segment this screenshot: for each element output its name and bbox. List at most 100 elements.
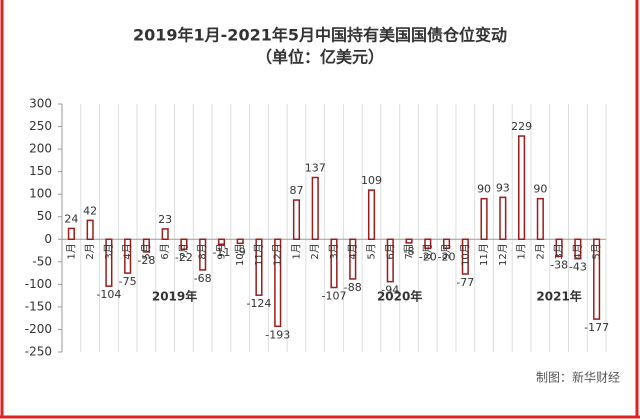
value-label: -88 (344, 281, 362, 294)
y-tick-label: -50 (32, 254, 52, 268)
bar (574, 238, 582, 260)
x-tick-label: 3月 (553, 243, 565, 259)
value-label: 229 (511, 120, 532, 133)
value-label: -28 (137, 254, 155, 267)
value-label: -94 (381, 284, 399, 297)
bar (311, 176, 319, 241)
bar (142, 238, 150, 253)
value-label: -8 (404, 245, 415, 258)
value-label: 90 (477, 183, 491, 196)
value-label: 109 (361, 174, 382, 187)
bar (461, 238, 469, 275)
x-tick-label: 5月 (366, 243, 378, 259)
x-tick-label: 4月 (122, 243, 134, 259)
y-tick-label: -100 (25, 277, 52, 291)
value-label: 42 (83, 204, 97, 217)
y-tick-label: 50 (37, 209, 52, 223)
y-tick-label: 200 (29, 142, 52, 156)
source: 制图：新华财经 (536, 370, 620, 385)
value-label: -124 (246, 297, 271, 310)
value-label: -77 (456, 276, 474, 289)
value-label: 137 (305, 161, 326, 174)
value-label: -43 (569, 261, 587, 274)
value-label: 90 (533, 183, 547, 196)
bar (161, 228, 169, 241)
bar (255, 238, 263, 296)
chart-subtitle: （单位：亿美元） (256, 48, 384, 67)
value-label: -22 (175, 251, 193, 264)
y-tick-label: 250 (29, 119, 52, 133)
value-label: -107 (322, 290, 347, 303)
x-tick-label: 12月 (497, 243, 509, 266)
y-tick-label: -150 (25, 299, 52, 313)
year-label: 2020年 (377, 289, 422, 304)
x-tick-label: 9月 (215, 243, 227, 259)
bar (555, 238, 563, 258)
bar (292, 199, 301, 241)
bar (124, 238, 132, 274)
bar (349, 238, 357, 280)
x-tick-label: 12月 (272, 243, 284, 266)
y-tick-label: 0 (44, 232, 52, 246)
x-tick-label: 4月 (347, 243, 359, 259)
bar (442, 238, 451, 250)
y-tick-label: -200 (25, 322, 52, 336)
x-tick-label: 1月 (516, 243, 528, 259)
bar (67, 227, 75, 241)
x-tick-label: 10月 (234, 243, 246, 266)
year-label: 2019年 (152, 289, 197, 304)
bar (518, 135, 526, 241)
y-tick-label: 150 (29, 164, 52, 178)
x-tick-label: 6月 (159, 243, 171, 259)
bar (236, 238, 244, 245)
value-label: -38 (550, 258, 568, 271)
value-label: -104 (96, 288, 121, 301)
x-tick-label: 11月 (478, 243, 490, 266)
value-label: -20 (419, 250, 437, 263)
value-label: 87 (289, 184, 303, 197)
bar (274, 238, 282, 328)
year-label: 2021年 (536, 289, 581, 304)
x-tick-label: 2月 (84, 243, 96, 259)
x-tick-label: 6月 (384, 243, 396, 259)
x-tick-label: 1月 (65, 243, 77, 259)
bar (480, 197, 488, 241)
x-tick-label: 2月 (309, 243, 321, 259)
bar (593, 238, 601, 320)
value-label: 23 (158, 213, 172, 226)
value-label: -20 (438, 250, 456, 263)
x-tick-label: 4月 (572, 243, 584, 259)
x-tick-label: 7月 (403, 243, 415, 259)
value-label: 93 (496, 181, 510, 194)
bar (180, 238, 188, 250)
y-tick-label: 300 (29, 97, 52, 111)
x-tick-label: 2月 (534, 243, 546, 259)
y-tick-label: -250 (25, 345, 52, 359)
x-tick-label: 3月 (103, 243, 115, 259)
bar (199, 238, 207, 271)
bar (424, 238, 432, 250)
bar (536, 197, 544, 241)
value-label: -9 (235, 245, 246, 258)
x-tick-label: 3月 (328, 243, 340, 259)
value-label: -68 (194, 272, 212, 285)
value-label: -177 (584, 321, 609, 334)
bar (367, 189, 376, 241)
bar (499, 196, 507, 241)
y-tick-label: 100 (29, 187, 52, 201)
x-tick-label: 11月 (253, 243, 265, 266)
bar (86, 219, 94, 241)
chart-title: 2019年1月-2021年5月中国持有美国国债仓位变动 (133, 26, 507, 45)
bar (405, 238, 413, 244)
x-tick-label: 9月 (441, 243, 453, 259)
x-tick-label: 8月 (422, 243, 434, 259)
x-tick-label: 5月 (591, 243, 603, 259)
bar (330, 238, 338, 289)
bar (386, 238, 394, 283)
value-label: -75 (119, 275, 137, 288)
value-label: 24 (64, 212, 78, 225)
x-tick-label: 8月 (197, 243, 209, 259)
x-tick-label: 5月 (140, 243, 152, 259)
